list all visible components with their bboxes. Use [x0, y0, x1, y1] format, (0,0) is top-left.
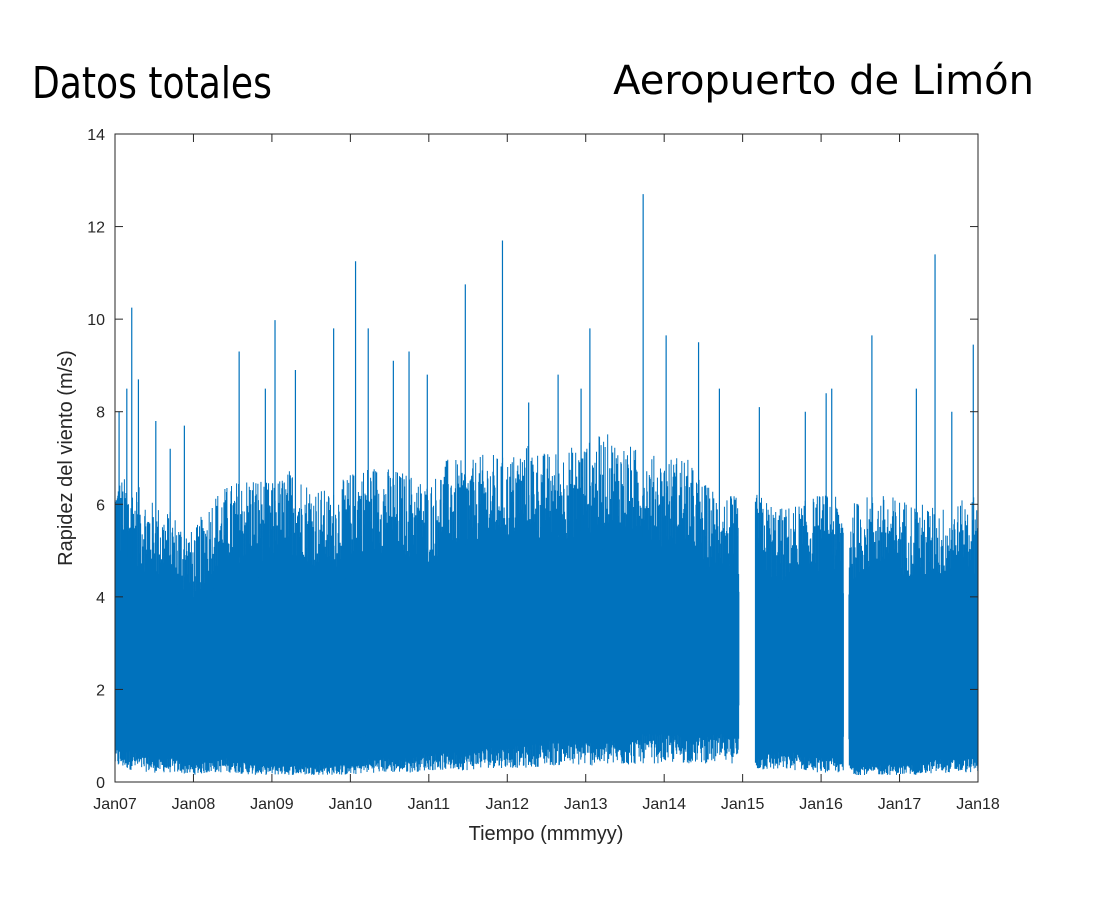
axis-ticks: Jan07 Jan08 Jan09 Jan10 Jan11 Jan12 Jan13 Jan14… — [87, 127, 1000, 813]
y-tick-label: 0 — [96, 775, 105, 792]
y-tick-label: 14 — [87, 127, 105, 144]
x-tick-label: Jan11 — [408, 796, 451, 813]
y-axis-label: Rapidez del viento (m/s) — [55, 350, 77, 566]
axes-box — [114, 133, 979, 783]
y-tick-label: 6 — [96, 497, 105, 514]
plot-area — [114, 194, 979, 775]
x-tick-label: Jan10 — [329, 796, 373, 813]
x-tick-label: Jan13 — [564, 796, 608, 813]
y-tick-label: 4 — [96, 590, 105, 607]
chart-title-left: Datos totales — [32, 58, 272, 109]
y-tick-label: 8 — [96, 405, 105, 422]
x-tick-label: Jan07 — [93, 796, 137, 813]
x-axis-label: Tiempo (mmmyy) — [469, 823, 624, 845]
x-tick-label: Jan17 — [878, 796, 922, 813]
x-tick-label: Jan18 — [956, 796, 1000, 813]
chart-title-right: Aeropuerto de Limón — [613, 58, 1034, 104]
x-tick-label: Jan16 — [799, 796, 843, 813]
y-tick-label: 12 — [87, 220, 105, 237]
x-tick-label: Jan15 — [721, 796, 765, 813]
x-tick-label: Jan14 — [642, 796, 686, 813]
y-tick-label: 10 — [87, 312, 105, 329]
y-tick-label: 2 — [96, 682, 105, 699]
x-tick-label: Jan08 — [172, 796, 216, 813]
x-tick-label: Jan09 — [250, 796, 294, 813]
x-tick-label: Jan12 — [485, 796, 529, 813]
